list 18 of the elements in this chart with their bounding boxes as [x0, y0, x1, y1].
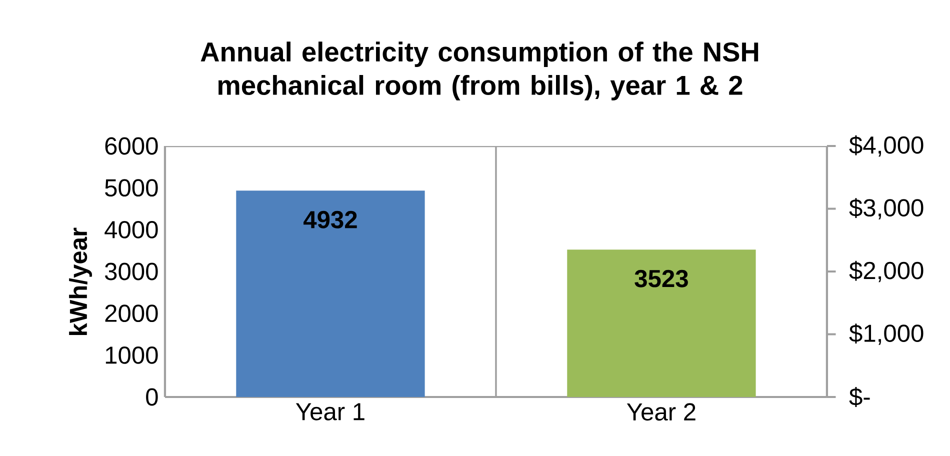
- y-tick-label: 3000: [104, 262, 158, 280]
- y2-tick-label: $-: [849, 387, 870, 407]
- y-tick-label: 2000: [105, 304, 158, 322]
- chart-title: Annual electricity consumption of the NSH mechanical room (from bills), year 1 & 2: [200, 42, 758, 100]
- y2-tick-label: $3,000: [849, 198, 924, 220]
- x-tick-label: Year 2: [626, 403, 696, 421]
- y2-tick-label: $2,000: [849, 260, 924, 282]
- y-tick-label: 0: [146, 388, 158, 406]
- y2-tick-label: $4,000: [849, 135, 924, 157]
- data-label: 3523: [634, 270, 688, 288]
- data-label: 4932: [304, 210, 357, 228]
- y-tick-label: 5000: [105, 179, 158, 197]
- y-tick-label: 4000: [104, 220, 158, 238]
- x-tick-label: Year 1: [296, 403, 364, 420]
- y-axis-title: kWh/year: [69, 228, 92, 336]
- y2-tick-label: $1,000: [849, 324, 924, 345]
- y-tick-label: 6000: [105, 137, 158, 155]
- y-tick-label: 1000: [106, 346, 158, 364]
